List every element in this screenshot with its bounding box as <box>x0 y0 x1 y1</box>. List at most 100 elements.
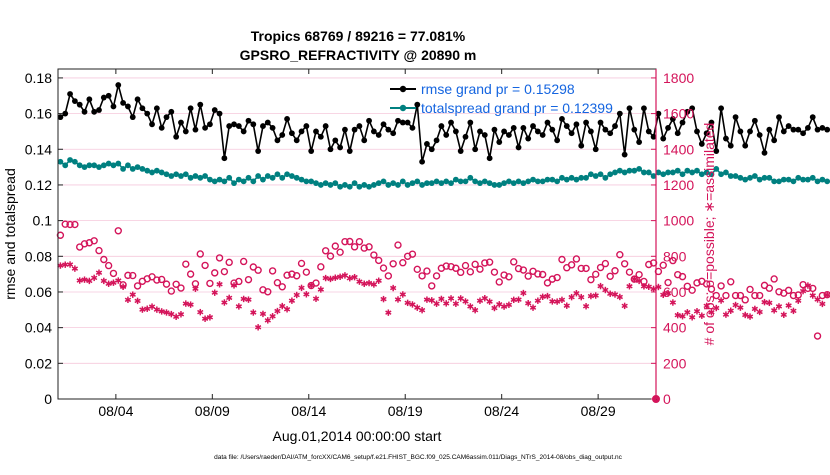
obs-possible-point <box>211 269 219 277</box>
obs-assimilated-point <box>269 313 276 320</box>
totalspread-point <box>216 176 223 183</box>
totalspread-point <box>288 173 295 179</box>
obs-assimilated-point <box>206 314 214 321</box>
totalspread-point <box>472 178 479 185</box>
totalspread-point <box>207 176 213 183</box>
asterisk-stroke <box>500 304 508 309</box>
totalspread-point <box>805 176 811 183</box>
rmse-point <box>284 116 290 122</box>
asterisk-stroke <box>187 302 194 307</box>
rmse-point <box>824 126 830 133</box>
asterisk-stroke <box>341 273 349 278</box>
obs-assimilated-point <box>510 296 517 304</box>
obs-assimilated-point <box>221 299 228 306</box>
obs-possible-point <box>418 272 426 280</box>
obs-possible-point <box>577 264 585 273</box>
asterisk-stroke <box>293 292 300 298</box>
asterisk-stroke <box>206 315 214 320</box>
asterisk-stroke <box>669 300 677 305</box>
obs-assimilated-point <box>115 277 122 284</box>
obs-assimilated-point <box>626 283 633 290</box>
obs-possible-point <box>582 264 590 273</box>
obs-assimilated-point <box>515 296 522 303</box>
rmse-point <box>669 116 676 122</box>
rmse-point <box>375 132 382 138</box>
obs-possible-point <box>645 260 653 269</box>
obs-possible-point <box>100 255 108 264</box>
left-tick-label: 0.02 <box>25 355 52 371</box>
obs-assimilated-point <box>254 324 262 331</box>
obs-possible-point <box>669 256 677 265</box>
rmse-point <box>71 98 78 105</box>
rmse-point <box>86 96 93 103</box>
totalspread-point <box>607 171 614 178</box>
obs-possible-point <box>712 291 720 300</box>
obs-assimilated-point <box>201 315 209 322</box>
legend-rmse-marker <box>399 85 407 93</box>
obs-possible-point <box>312 279 320 287</box>
asterisk-stroke <box>414 305 421 310</box>
asterisk-stroke <box>751 306 759 312</box>
obs-assimilated-point <box>645 283 652 290</box>
obs-assimilated-point <box>394 296 402 303</box>
rmse-point <box>120 99 127 106</box>
obs-assimilated-point <box>336 273 344 281</box>
obs-possible-point <box>432 272 441 280</box>
axes-layer: 0 0.02 0.04 0.06 0.08 0.1 0.12 0.14 0.16 0.18 0 200… <box>25 68 694 419</box>
totalspread-point <box>544 176 551 183</box>
asterisk-stroke <box>708 310 715 315</box>
rmse-point <box>674 130 681 137</box>
obs-possible-point <box>264 288 272 296</box>
rmse-point <box>776 114 782 121</box>
totalspread-point <box>510 180 517 187</box>
asterisk-stroke <box>592 293 599 298</box>
asterisk-stroke <box>438 296 445 302</box>
obs-possible-point <box>321 247 330 255</box>
rmse-point <box>313 128 319 135</box>
obs-possible-point <box>162 280 171 288</box>
rmse-point <box>467 119 474 126</box>
obs-possible-point <box>293 272 301 280</box>
totalspread-point <box>539 178 546 185</box>
obs-assimilated-point <box>722 311 730 318</box>
obs-possible-point <box>543 279 552 287</box>
rmse-point <box>351 126 358 133</box>
obs-possible-point <box>225 258 233 267</box>
obs-possible-point <box>394 241 402 249</box>
obs-assimilated-point <box>91 274 98 282</box>
obs-count-layer <box>56 220 830 403</box>
totalspread-point <box>255 173 262 179</box>
obs-possible-point <box>428 282 436 290</box>
totalspread-point <box>477 180 483 187</box>
totalspread-point <box>428 180 435 187</box>
obs-assimilated-point <box>780 311 787 319</box>
totalspread-point <box>298 176 305 183</box>
totalspread-point <box>592 173 599 179</box>
asterisk-stroke <box>322 275 329 281</box>
asterisk-stroke <box>269 313 276 319</box>
rmse-point <box>708 119 715 126</box>
obs-possible-point <box>104 261 113 270</box>
rmse-point <box>592 146 599 153</box>
obs-possible-point <box>789 291 798 300</box>
asterisk-stroke <box>766 300 773 306</box>
obs-possible-point <box>244 275 253 284</box>
totalspread-point <box>534 178 541 185</box>
totalspread-point <box>284 171 290 178</box>
asterisk-stroke <box>91 275 98 281</box>
obs-assimilated-point <box>235 303 243 310</box>
obs-assimilated-point <box>168 310 175 318</box>
obs-assimilated-point <box>322 274 329 282</box>
totalspread-point <box>573 176 580 183</box>
asterisk-stroke <box>245 297 252 302</box>
rmse-point <box>115 82 122 88</box>
totalspread-point <box>303 178 310 185</box>
obs-assimilated-point <box>582 303 590 310</box>
rmse-point <box>723 135 729 142</box>
obs-possible-point <box>239 257 248 266</box>
totalspread-point <box>809 174 816 181</box>
obs-possible-point <box>572 255 581 263</box>
totalspread-point <box>96 164 102 171</box>
totalspread-point <box>317 182 324 188</box>
